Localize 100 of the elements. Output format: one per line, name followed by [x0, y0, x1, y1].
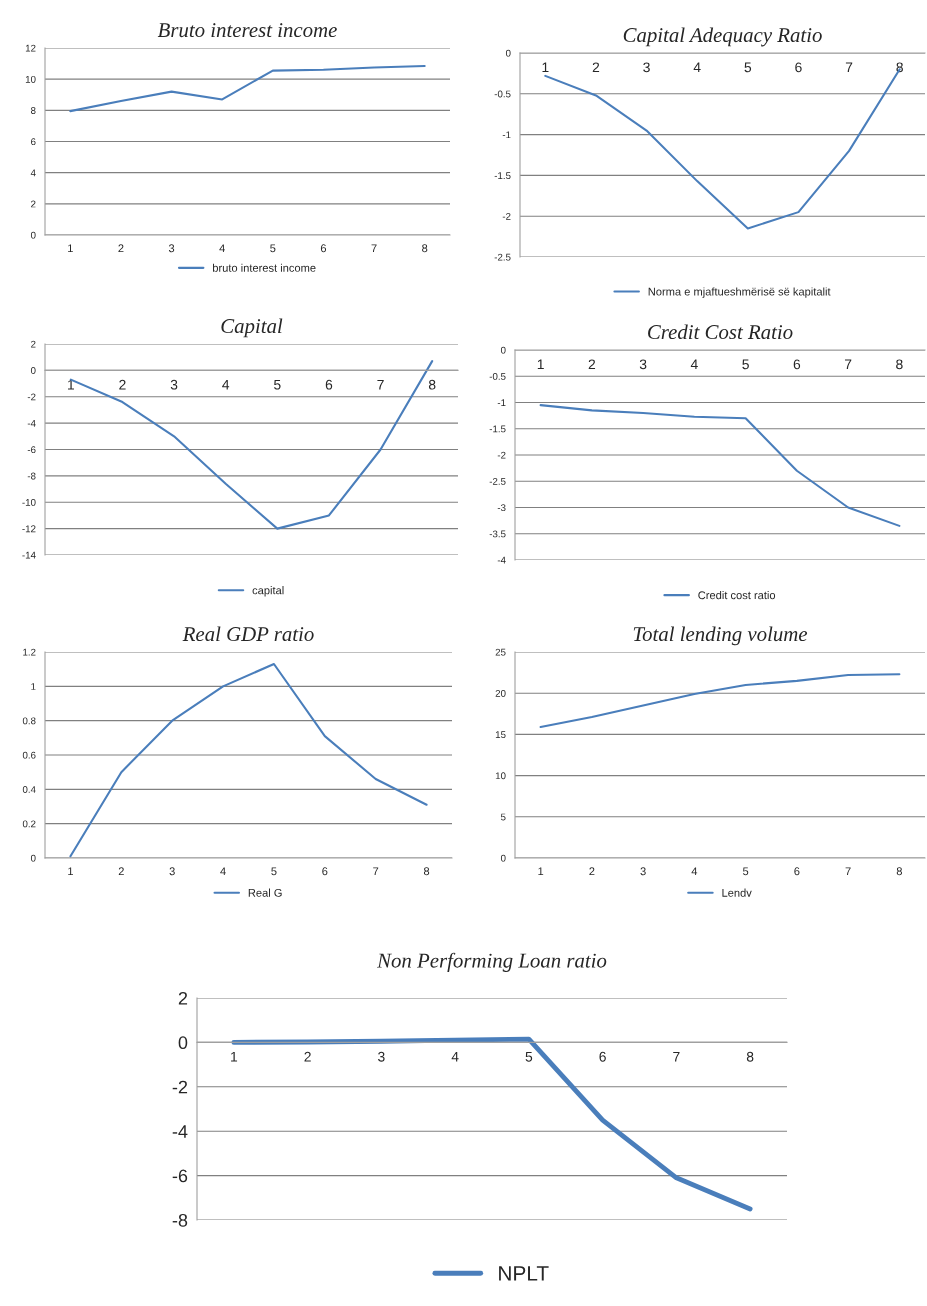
x-tick-label: 4	[691, 867, 698, 876]
x-tick-label: 5	[742, 867, 749, 876]
x-tick-label: 1	[542, 62, 549, 73]
x-tick-label: 3	[639, 359, 647, 370]
y-tick-label: -2.5	[494, 253, 511, 261]
x-tick-label: 2	[119, 379, 126, 390]
x-tick-label: 5	[744, 62, 752, 73]
y-tick-label: -2	[497, 451, 506, 459]
y-tick-label: 0	[500, 346, 506, 354]
chart-title: Capital	[221, 318, 283, 338]
x-tick-label: 6	[320, 244, 327, 253]
x-tick-label: 8	[423, 867, 430, 876]
x-tick-label: 1	[68, 867, 73, 876]
x-tick-label: 1	[537, 359, 544, 370]
x-tick-label: 3	[643, 62, 650, 73]
y-tick-label: -8	[27, 472, 36, 480]
x-tick-label: 3	[170, 379, 178, 390]
x-tick-label: 6	[322, 867, 328, 876]
y-tick-label: 0	[30, 367, 36, 374]
y-tick-label: -2	[172, 1080, 188, 1094]
legend-label: Norma e mjaftueshmërisë së kapitalit	[648, 287, 831, 298]
x-tick-label: 7	[377, 379, 384, 390]
y-tick-label: 0.8	[22, 717, 36, 725]
y-tick-label: 12	[25, 44, 36, 52]
x-tick-label: 8	[428, 379, 436, 390]
x-tick-label: 2	[118, 867, 124, 876]
y-tick-label: 0.6	[22, 751, 36, 759]
x-tick-label: 3	[640, 867, 646, 876]
y-tick-label: 0.2	[22, 820, 36, 828]
line-series	[231, 1036, 753, 1212]
x-tick-label: 6	[794, 867, 800, 876]
x-tick-label: 7	[845, 867, 851, 876]
y-tick-label: 2	[31, 200, 36, 208]
chart-title: Real GDP ratio	[182, 626, 314, 642]
x-tick-label: 7	[373, 867, 379, 876]
line-series	[539, 673, 901, 729]
y-tick-label: -2.5	[489, 477, 506, 485]
x-tick-label: 6	[325, 379, 333, 390]
legend-label: NPLT	[499, 1266, 549, 1281]
x-tick-label: 8	[896, 359, 903, 370]
x-tick-label: 2	[589, 867, 595, 876]
y-tick-label: 10	[25, 75, 36, 83]
y-tick-label: -6	[172, 1169, 188, 1183]
y-tick-label: -0.5	[494, 90, 511, 98]
x-tick-label: 7	[845, 62, 853, 73]
y-tick-label: 0	[30, 854, 36, 862]
x-tick-label: 4	[220, 867, 226, 876]
x-tick-label: 4	[690, 359, 698, 370]
x-tick-label: 6	[795, 62, 802, 73]
x-tick-label: 2	[118, 244, 124, 253]
y-tick-label: 5	[500, 813, 506, 821]
y-tick-label: -0.5	[489, 372, 506, 380]
y-tick-label: 0	[505, 49, 511, 57]
y-tick-label: 0	[178, 1036, 188, 1050]
y-tick-label: -8	[172, 1213, 188, 1227]
chart-title: Capital Adequacy Ratio	[623, 27, 822, 47]
y-tick-label: 15	[495, 731, 506, 739]
x-tick-label: 4	[693, 62, 701, 73]
x-tick-label: 5	[271, 867, 277, 876]
x-tick-label: 8	[896, 867, 902, 876]
x-tick-label: 8	[896, 62, 903, 73]
x-tick-label: 7	[371, 244, 377, 253]
y-tick-label: -2	[27, 393, 36, 401]
legend-label: capital	[252, 586, 284, 597]
y-tick-label: 2	[31, 340, 36, 348]
y-tick-label: 6	[31, 138, 36, 146]
x-tick-label: 3	[169, 867, 175, 876]
x-tick-label: 2	[588, 359, 596, 370]
x-tick-label: 8	[746, 1051, 754, 1062]
y-tick-label: 20	[495, 689, 506, 697]
y-tick-label: -3.5	[489, 530, 506, 538]
y-tick-label: 0	[30, 231, 36, 239]
x-tick-label: 4	[451, 1051, 459, 1062]
x-tick-label: 8	[422, 244, 428, 253]
line-series	[69, 662, 428, 858]
legend-label: Credit cost ratio	[698, 591, 776, 600]
x-tick-label: 1	[231, 1051, 238, 1062]
y-tick-label: 8	[30, 107, 36, 114]
y-tick-label: -1	[502, 131, 511, 139]
x-tick-label: 2	[304, 1051, 311, 1062]
y-tick-label: -4	[172, 1125, 188, 1138]
y-tick-label: 2	[178, 991, 188, 1005]
y-tick-label: 1.2	[23, 648, 36, 656]
x-tick-label: 5	[274, 379, 281, 390]
chart-title: Bruto interest income	[157, 23, 337, 38]
y-tick-label: -2	[502, 212, 511, 220]
y-tick-label: -1	[497, 399, 506, 407]
x-tick-label: 1	[68, 244, 73, 253]
x-tick-label: 1	[538, 867, 544, 876]
x-tick-label: 5	[742, 359, 749, 370]
y-tick-label: -14	[22, 551, 36, 559]
y-tick-label: -1.5	[489, 425, 506, 433]
x-tick-label: 2	[592, 62, 600, 73]
y-tick-label: 10	[495, 772, 506, 780]
x-tick-label: 3	[168, 244, 175, 253]
x-tick-label: 6	[599, 1051, 606, 1062]
legend-label: Real G	[248, 888, 282, 897]
y-tick-label: 1	[31, 683, 36, 690]
x-tick-label: 5	[525, 1051, 533, 1062]
line-series	[69, 64, 426, 113]
